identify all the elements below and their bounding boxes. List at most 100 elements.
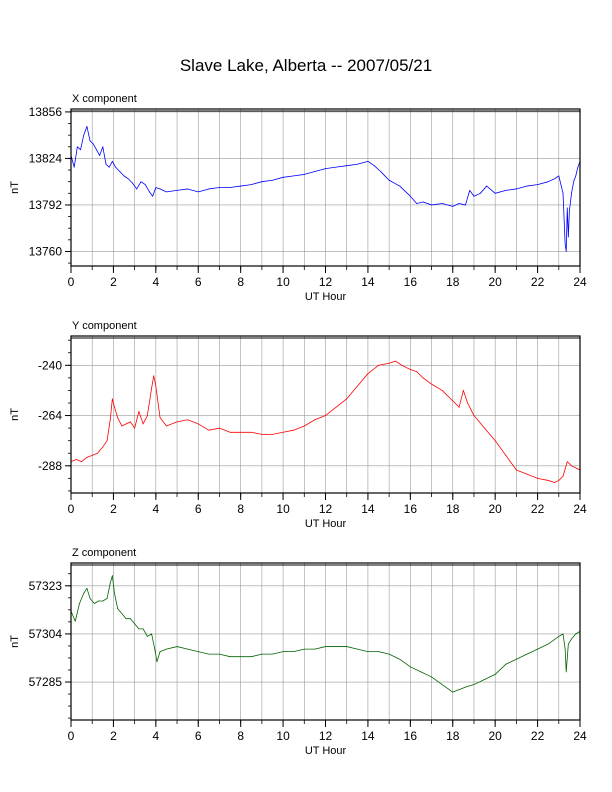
panel-3-data-point — [558, 636, 560, 637]
panel-3-data-point — [282, 651, 284, 653]
panel-3-data-point — [420, 671, 422, 673]
panel-2-data-point — [117, 417, 119, 419]
panel-2-data-point — [325, 415, 326, 416]
panel-2-data-point — [378, 364, 379, 366]
panel-3-x-tick-label: 0 — [68, 729, 75, 743]
panel-1-x-tick-label: 0 — [68, 275, 75, 289]
panel-3-data-point — [142, 628, 144, 630]
panel-1-data-point — [441, 203, 443, 204]
panel-2-data-point — [554, 482, 555, 483]
panel-2-x-axis-label: UT Hour — [305, 518, 347, 530]
panel-1-data-point — [99, 155, 101, 156]
panel-3-data-point — [138, 628, 140, 630]
panel-2-data-point — [153, 375, 155, 377]
panel-1-data-point — [568, 210, 570, 212]
panel-2-x-tick-label: 14 — [361, 502, 375, 516]
panel-1-data-point — [388, 179, 390, 181]
panel-2-x-tick-label: 18 — [446, 502, 460, 516]
panel-3-y-tick-label: 57304 — [29, 627, 63, 641]
panel-3-data-point — [146, 636, 148, 637]
panel-2-data-point — [484, 427, 485, 429]
panel-2-data-point — [293, 429, 295, 431]
panel-2-data-point — [187, 419, 189, 421]
panel-3-x-tick-label: 2 — [110, 729, 117, 743]
panel-1-data-point — [229, 187, 231, 188]
panel-3-data-point — [314, 648, 316, 650]
panel-2-data-point — [462, 390, 464, 391]
panel-3-data-point — [484, 679, 485, 680]
panel-2-data-point — [121, 425, 123, 427]
panel-2-y-tick-label: -288 — [38, 459, 62, 473]
panel-2-data-point — [125, 423, 127, 425]
panel-3-data-point — [388, 653, 390, 655]
panel-3-data-point — [575, 633, 577, 635]
panel-2-x-tick-label: 8 — [237, 502, 244, 516]
panel-1-data-point — [571, 192, 572, 194]
panel-2-x-tick-label: 22 — [531, 502, 545, 516]
panel-1-y-tick-label: 13760 — [29, 244, 63, 258]
panel-2-data-point — [401, 364, 403, 366]
panel-3-x-tick-label: 20 — [488, 729, 502, 743]
panel-3-data-point — [293, 651, 295, 653]
panel-1-data-point — [558, 175, 560, 177]
panel-1-data-point — [272, 179, 273, 181]
panel-1-data-point — [486, 185, 488, 187]
panel-1-data-point — [155, 187, 157, 188]
panel-2-component-label: Y component — [72, 320, 137, 332]
panel-1-data-point — [219, 187, 220, 188]
panel-1-data-point — [452, 205, 454, 207]
panel-3-data-point — [106, 598, 108, 599]
panel-3-data-point — [335, 646, 337, 647]
panel-3-x-tick-label: 12 — [319, 729, 333, 743]
panel-1-data-point — [356, 163, 358, 165]
panel-3-data-point — [166, 648, 167, 650]
panel-2-x-tick-label: 6 — [195, 502, 202, 516]
panel-3-data-point — [176, 646, 178, 647]
panel-3-x-axis-label: UT Hour — [305, 745, 347, 757]
panel-2-x-tick-label: 20 — [488, 502, 502, 516]
panel-1-data-point — [409, 195, 411, 197]
panel-2-data-point — [134, 427, 136, 429]
panel-3-data-point — [250, 656, 252, 658]
panel-1-data-point — [261, 181, 263, 183]
panel-2-data-point — [494, 440, 496, 442]
panel-1-data-point — [208, 188, 210, 190]
panel-1-x-tick-label: 8 — [237, 275, 244, 289]
panel-1-data-point — [479, 192, 481, 194]
panel-2-data-point — [106, 440, 108, 442]
panel-3-data-point — [325, 646, 326, 647]
panel-1-data-point — [115, 166, 116, 168]
panel-2-data-point — [452, 400, 454, 402]
panel-1-data-point — [240, 185, 242, 187]
panel-2-data-point — [155, 385, 157, 387]
panel-2-data-point — [335, 406, 337, 408]
panel-2-y-tick-label: -240 — [38, 358, 62, 372]
panel-3-data-point — [441, 684, 443, 685]
panel-2-data-point — [356, 385, 358, 387]
panel-2-x-tick-label: 12 — [319, 502, 333, 516]
panel-2-y-axis-label: nT — [9, 408, 21, 421]
panel-3-data-point — [129, 618, 131, 620]
panel-2-data-point — [431, 383, 432, 385]
panel-3-x-tick-label: 8 — [237, 729, 244, 743]
panel-3-data-point — [346, 646, 348, 647]
panel-1-data-point — [494, 192, 496, 194]
panel-1-data-point — [422, 201, 424, 203]
panel-1-data-point — [537, 184, 538, 185]
panel-3-data-point — [111, 575, 113, 577]
panel-1-data-point — [83, 134, 85, 136]
panel-1-data-point — [564, 243, 566, 245]
panel-2-data-point — [250, 431, 252, 433]
panel-2-data-point — [197, 423, 199, 425]
panel-3-data-point — [114, 592, 115, 594]
panel-1-data-point — [431, 204, 432, 206]
panel-3-data-point — [121, 613, 123, 615]
panel-3-data-point — [367, 651, 369, 653]
panel-1-data-point — [505, 190, 507, 191]
panel-1-data-point — [80, 149, 81, 151]
panel-3-x-tick-label: 6 — [195, 729, 202, 743]
panel-1-data-point — [575, 175, 577, 177]
panel-2-data-point — [515, 469, 517, 471]
panel-2-data-point — [547, 480, 549, 481]
